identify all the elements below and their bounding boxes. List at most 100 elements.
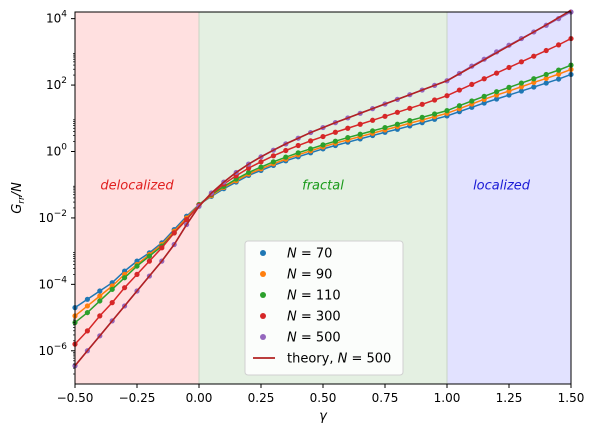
legend-label: theory, N = 500 — [287, 352, 391, 367]
data-point — [506, 84, 512, 90]
y-tick-label: 102 — [46, 76, 67, 92]
data-point — [357, 121, 363, 127]
y-tick-label: 10−2 — [38, 209, 67, 225]
legend-variable: N — [287, 310, 297, 325]
legend-item: theory, N = 500 — [253, 352, 391, 367]
data-point — [518, 59, 525, 65]
data-point — [84, 309, 90, 316]
legend-marker — [260, 313, 266, 319]
data-point — [184, 216, 190, 223]
x-tick-label: 0.00 — [186, 391, 213, 405]
legend-label: N = 90 — [287, 268, 332, 283]
legend-label: N = 70 — [287, 247, 332, 262]
data-point — [270, 153, 276, 159]
y-tick-exponent: −2 — [54, 209, 67, 219]
legend-item: N = 300 — [260, 310, 341, 325]
y-tick-base: 10 — [38, 277, 53, 291]
data-point — [283, 147, 289, 154]
regions-layer — [75, 12, 571, 384]
y-label-denominator: /N — [10, 182, 25, 197]
data-point — [332, 129, 338, 135]
x-tick-label: 0.25 — [248, 391, 275, 405]
y-tick-exponent: −6 — [54, 342, 68, 352]
region-label-localized: localized — [473, 179, 531, 194]
data-point — [370, 117, 376, 123]
legend-variable: N — [287, 331, 297, 346]
y-tick-label: 100 — [46, 143, 67, 159]
data-point — [444, 108, 450, 114]
data-point — [494, 70, 500, 76]
data-point — [531, 53, 537, 59]
data-point — [122, 275, 128, 281]
data-point — [308, 146, 314, 152]
data-point — [481, 100, 487, 106]
data-point — [258, 159, 264, 165]
data-point — [357, 131, 363, 137]
data-point — [543, 47, 549, 54]
data-point — [320, 142, 326, 148]
y-axis-label-text: Grr/N — [10, 182, 27, 214]
data-point — [122, 285, 128, 291]
data-point — [407, 118, 413, 124]
region-labels-layer: delocalized fractal localized — [100, 179, 530, 194]
data-point — [109, 300, 115, 306]
legend-marker — [260, 271, 266, 277]
theory-curve — [446, 9, 572, 82]
data-point — [97, 298, 103, 304]
legend-box — [244, 240, 404, 376]
data-point — [171, 230, 177, 236]
data-point — [469, 98, 475, 104]
data-point — [295, 142, 301, 149]
data-point — [543, 75, 549, 82]
data-point — [84, 328, 90, 334]
data-point — [481, 93, 487, 99]
legend-variable: N — [287, 289, 297, 304]
legend-item: N = 90 — [260, 268, 332, 283]
legend-item: N = 110 — [260, 289, 341, 304]
x-tick-label: 1.25 — [496, 391, 523, 405]
data-point — [556, 67, 562, 73]
x-tick-label: 0.50 — [310, 391, 337, 405]
data-point — [97, 313, 103, 319]
data-point — [382, 113, 388, 119]
data-point — [456, 103, 462, 109]
data-point — [134, 271, 140, 277]
data-point — [394, 109, 400, 115]
x-tick-label: −0.50 — [57, 391, 94, 405]
data-point — [97, 293, 103, 299]
legend-item: N = 500 — [260, 331, 341, 346]
y-tick-label: 10−6 — [38, 342, 67, 358]
data-point — [556, 71, 562, 77]
data-point — [320, 133, 326, 140]
data-point — [481, 76, 487, 82]
data-point — [370, 128, 376, 134]
data-point — [543, 71, 549, 78]
y-tick-base: 10 — [38, 344, 53, 358]
data-point — [506, 92, 512, 98]
data-point — [419, 101, 425, 107]
legend-label: N = 300 — [287, 310, 341, 325]
data-point — [432, 97, 438, 103]
data-point — [432, 111, 438, 117]
legend-prefix: theory, — [287, 352, 338, 367]
y-tick-label: 10−4 — [38, 275, 67, 291]
legend-marker — [260, 250, 266, 256]
legend-item: N = 70 — [260, 247, 332, 262]
legend-value: = 500 — [347, 352, 391, 367]
data-point — [518, 88, 525, 94]
data-point — [345, 125, 351, 131]
y-tick-exponent: 4 — [61, 10, 67, 20]
legend-variable: N — [338, 352, 348, 367]
y-tick-base: 10 — [46, 12, 61, 26]
region-label-delocalized: delocalized — [100, 179, 174, 194]
data-point — [97, 288, 103, 294]
data-point — [419, 114, 425, 120]
legend-marker — [260, 334, 266, 340]
x-tick-label: 0.75 — [372, 391, 399, 405]
data-point — [84, 303, 90, 309]
data-point — [531, 84, 537, 90]
data-point — [270, 159, 276, 165]
legend-label: N = 500 — [287, 331, 341, 346]
data-point — [407, 105, 413, 111]
